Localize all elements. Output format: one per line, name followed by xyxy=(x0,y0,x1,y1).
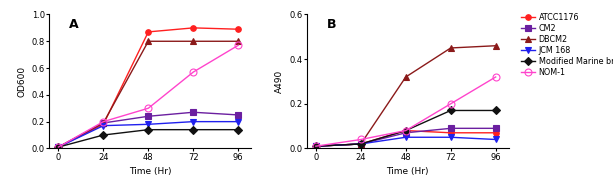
Y-axis label: A490: A490 xyxy=(275,70,284,93)
Legend: ATCC1176, CM2, DBCM2, JCM 168, Modified Marine broth, NOM-1: ATCC1176, CM2, DBCM2, JCM 168, Modified … xyxy=(521,13,613,77)
X-axis label: Time (Hr): Time (Hr) xyxy=(386,167,429,176)
X-axis label: Time (Hr): Time (Hr) xyxy=(129,167,172,176)
Y-axis label: OD600: OD600 xyxy=(17,66,26,97)
Text: B: B xyxy=(327,18,336,31)
Text: A: A xyxy=(69,18,79,31)
